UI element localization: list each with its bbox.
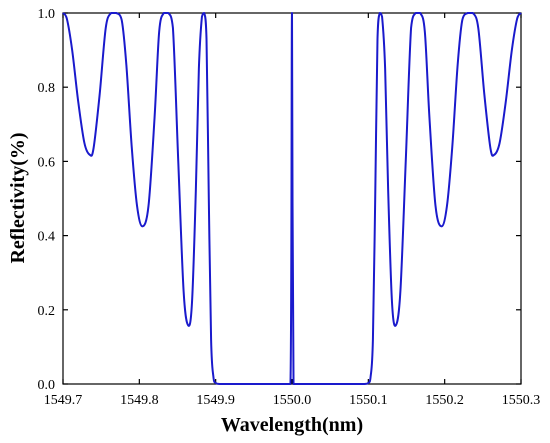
series-layer	[62, 11, 522, 385]
y-tick-label: 0.6	[38, 155, 56, 170]
y-axis-ticks: 0.0 0.2 0.4 0.6 0.8 1.0	[38, 7, 521, 393]
x-tick-label: 1549.7	[44, 393, 83, 408]
y-tick-label: 0.8	[38, 81, 56, 96]
y-axis-title: Reflectivity(%)	[7, 132, 29, 263]
x-axis-title: Wavelength(nm)	[221, 414, 363, 436]
y-tick-label: 0.0	[38, 378, 56, 393]
x-tick-label: 1550.1	[349, 393, 388, 408]
x-tick-label: 1549.9	[196, 393, 235, 408]
y-tick-label: 0.2	[38, 304, 56, 319]
x-tick-label: 1550.3	[502, 393, 541, 408]
y-tick-label: 1.0	[38, 7, 56, 22]
y-tick-label: 0.4	[38, 230, 56, 245]
x-tick-label: 1550.2	[425, 393, 464, 408]
reflectivity-series-line	[62, 11, 522, 385]
x-axis-ticks: 1549.7 1549.8 1549.9 1550.0 1550.1 1550.2 1550…	[44, 13, 541, 408]
x-tick-label: 1549.8	[120, 393, 159, 408]
x-tick-label: 1550.0	[273, 393, 312, 408]
